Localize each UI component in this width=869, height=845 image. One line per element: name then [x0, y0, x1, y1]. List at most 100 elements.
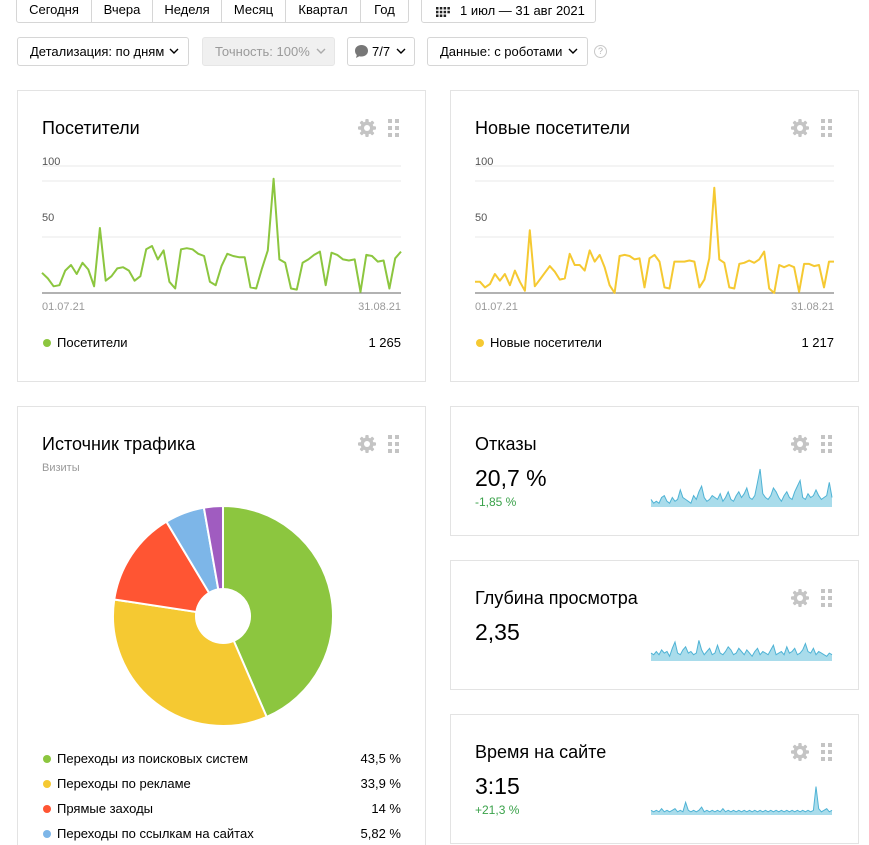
drag-handle-icon[interactable] [821, 743, 833, 761]
y-tick-label: 50 [475, 212, 487, 224]
new-visitors-widget: Новые посетители 100 50 01.07.21 31.08.21… [450, 90, 859, 382]
widget-tools [790, 434, 834, 454]
comment-icon [355, 45, 368, 58]
period-selector: Сегодня Вчера Неделя Месяц Квартал Год [16, 0, 409, 23]
widget-title: Отказы [475, 434, 537, 454]
drag-handle-icon[interactable] [388, 435, 400, 453]
gear-icon[interactable] [357, 434, 377, 454]
widget-title: Глубина просмотра [475, 588, 638, 608]
y-tick-label: 100 [475, 156, 493, 168]
period-button[interactable]: Сегодня [17, 0, 92, 22]
legend-item: Прямые заходы 14 % [42, 801, 401, 817]
widget-title: Время на сайте [475, 742, 607, 762]
chart-legend: Посетители 1 265 [42, 335, 401, 351]
calendar-icon [436, 7, 450, 17]
legend-label: Новые посетители [490, 335, 602, 350]
sparkline-area [651, 469, 832, 507]
accuracy-dropdown[interactable]: Точность: 100% [202, 37, 335, 66]
legend-label: Переходы по рекламе [57, 776, 191, 791]
date-range-label: 1 июл — 31 авг 2021 [460, 3, 585, 18]
widget-title: Новые посетители [475, 118, 631, 138]
legend-total: 1 265 [368, 335, 401, 350]
traffic-source-widget: Источник трафика Визиты Переходы из поис… [17, 406, 426, 845]
x-tick-end: 31.08.21 [791, 301, 834, 313]
detail-label: Детализация: по дням [30, 44, 165, 59]
y-tick-label: 50 [42, 212, 54, 224]
legend-dot [43, 830, 51, 838]
segments-label: 7/7 [372, 44, 391, 59]
chevron-down-icon [316, 48, 326, 54]
gear-icon[interactable] [790, 118, 810, 138]
legend-dot [43, 780, 51, 788]
legend-value: 5,82 % [360, 826, 401, 841]
x-tick-end: 31.08.21 [358, 301, 401, 313]
bounce-sparkline [650, 468, 833, 507]
date-range-button[interactable]: 1 июл — 31 авг 2021 [421, 0, 596, 23]
legend-label: Переходы по ссылкам на сайтах [57, 826, 254, 841]
widget-title: Посетители [42, 118, 140, 138]
widget-tools [357, 434, 401, 454]
legend-label: Посетители [57, 335, 128, 350]
period-button[interactable]: Вчера [92, 0, 153, 22]
drag-handle-icon[interactable] [821, 435, 833, 453]
period-button[interactable]: Год [374, 2, 395, 17]
legend-dot [43, 339, 51, 347]
sparkline-line [650, 640, 833, 658]
widget-tools [790, 588, 834, 608]
kpi-value: 20,7 % [475, 465, 547, 491]
widget-tools [790, 742, 834, 762]
legend-dot [43, 805, 51, 813]
legend-dot [476, 339, 484, 347]
y-tick-label: 100 [42, 156, 60, 168]
chevron-down-icon [396, 48, 406, 54]
period-button[interactable]: Квартал [286, 0, 361, 22]
time-sparkline [650, 786, 833, 815]
sparkline-line [650, 468, 833, 504]
widget-title: Источник трафика [42, 434, 196, 454]
chart-legend: Новые посетители 1 217 [475, 335, 834, 351]
gear-icon[interactable] [357, 118, 377, 138]
legend-total: 1 217 [801, 335, 834, 350]
depth-sparkline [650, 640, 833, 661]
kpi-delta: -1,85 % [475, 495, 517, 509]
legend-dot [43, 755, 51, 763]
sparkline-area [651, 640, 832, 661]
legend-label: Прямые заходы [57, 801, 154, 816]
drag-handle-icon[interactable] [821, 119, 833, 137]
period-button[interactable]: Неделя [153, 0, 222, 22]
widget-tools [357, 118, 401, 138]
time-on-site-widget: Время на сайте 3:15 +21,3 % [450, 714, 859, 844]
segments-dropdown[interactable]: 7/7 [347, 37, 415, 66]
traffic-source-donut-chart [112, 505, 334, 727]
period-button[interactable]: Месяц [222, 0, 286, 22]
sparkline-area [651, 786, 832, 815]
drag-handle-icon[interactable] [821, 589, 833, 607]
legend-item: Переходы по рекламе 33,9 % [42, 776, 401, 792]
data-label: Данные: с роботами [440, 44, 563, 59]
pie-slice [113, 520, 211, 614]
visitors-line-chart: 100 50 [41, 156, 402, 294]
sparkline-line [650, 786, 833, 813]
widget-tools [790, 118, 834, 138]
drag-handle-icon[interactable] [388, 119, 400, 137]
legend-value: 14 % [371, 801, 401, 816]
x-tick-start: 01.07.21 [475, 301, 518, 313]
pie-slice [112, 598, 269, 727]
series-line [41, 177, 402, 293]
help-icon[interactable]: ? [594, 45, 607, 58]
widget-subtitle: Визиты [42, 462, 80, 474]
data-dropdown[interactable]: Данные: с роботами [427, 37, 588, 66]
pie-slice [202, 505, 224, 591]
legend-value: 33,9 % [360, 776, 401, 791]
accuracy-label: Точность: 100% [215, 44, 310, 59]
chevron-down-icon [568, 48, 578, 54]
x-tick-start: 01.07.21 [42, 301, 85, 313]
gear-icon[interactable] [790, 742, 810, 762]
gear-icon[interactable] [790, 588, 810, 608]
kpi-value: 3:15 [475, 773, 520, 799]
pie-slice [222, 505, 334, 719]
detail-dropdown[interactable]: Детализация: по дням [17, 37, 189, 66]
gear-icon[interactable] [790, 434, 810, 454]
legend-item: Переходы из поисковых систем 43,5 % [42, 751, 401, 767]
chevron-down-icon [169, 48, 179, 54]
